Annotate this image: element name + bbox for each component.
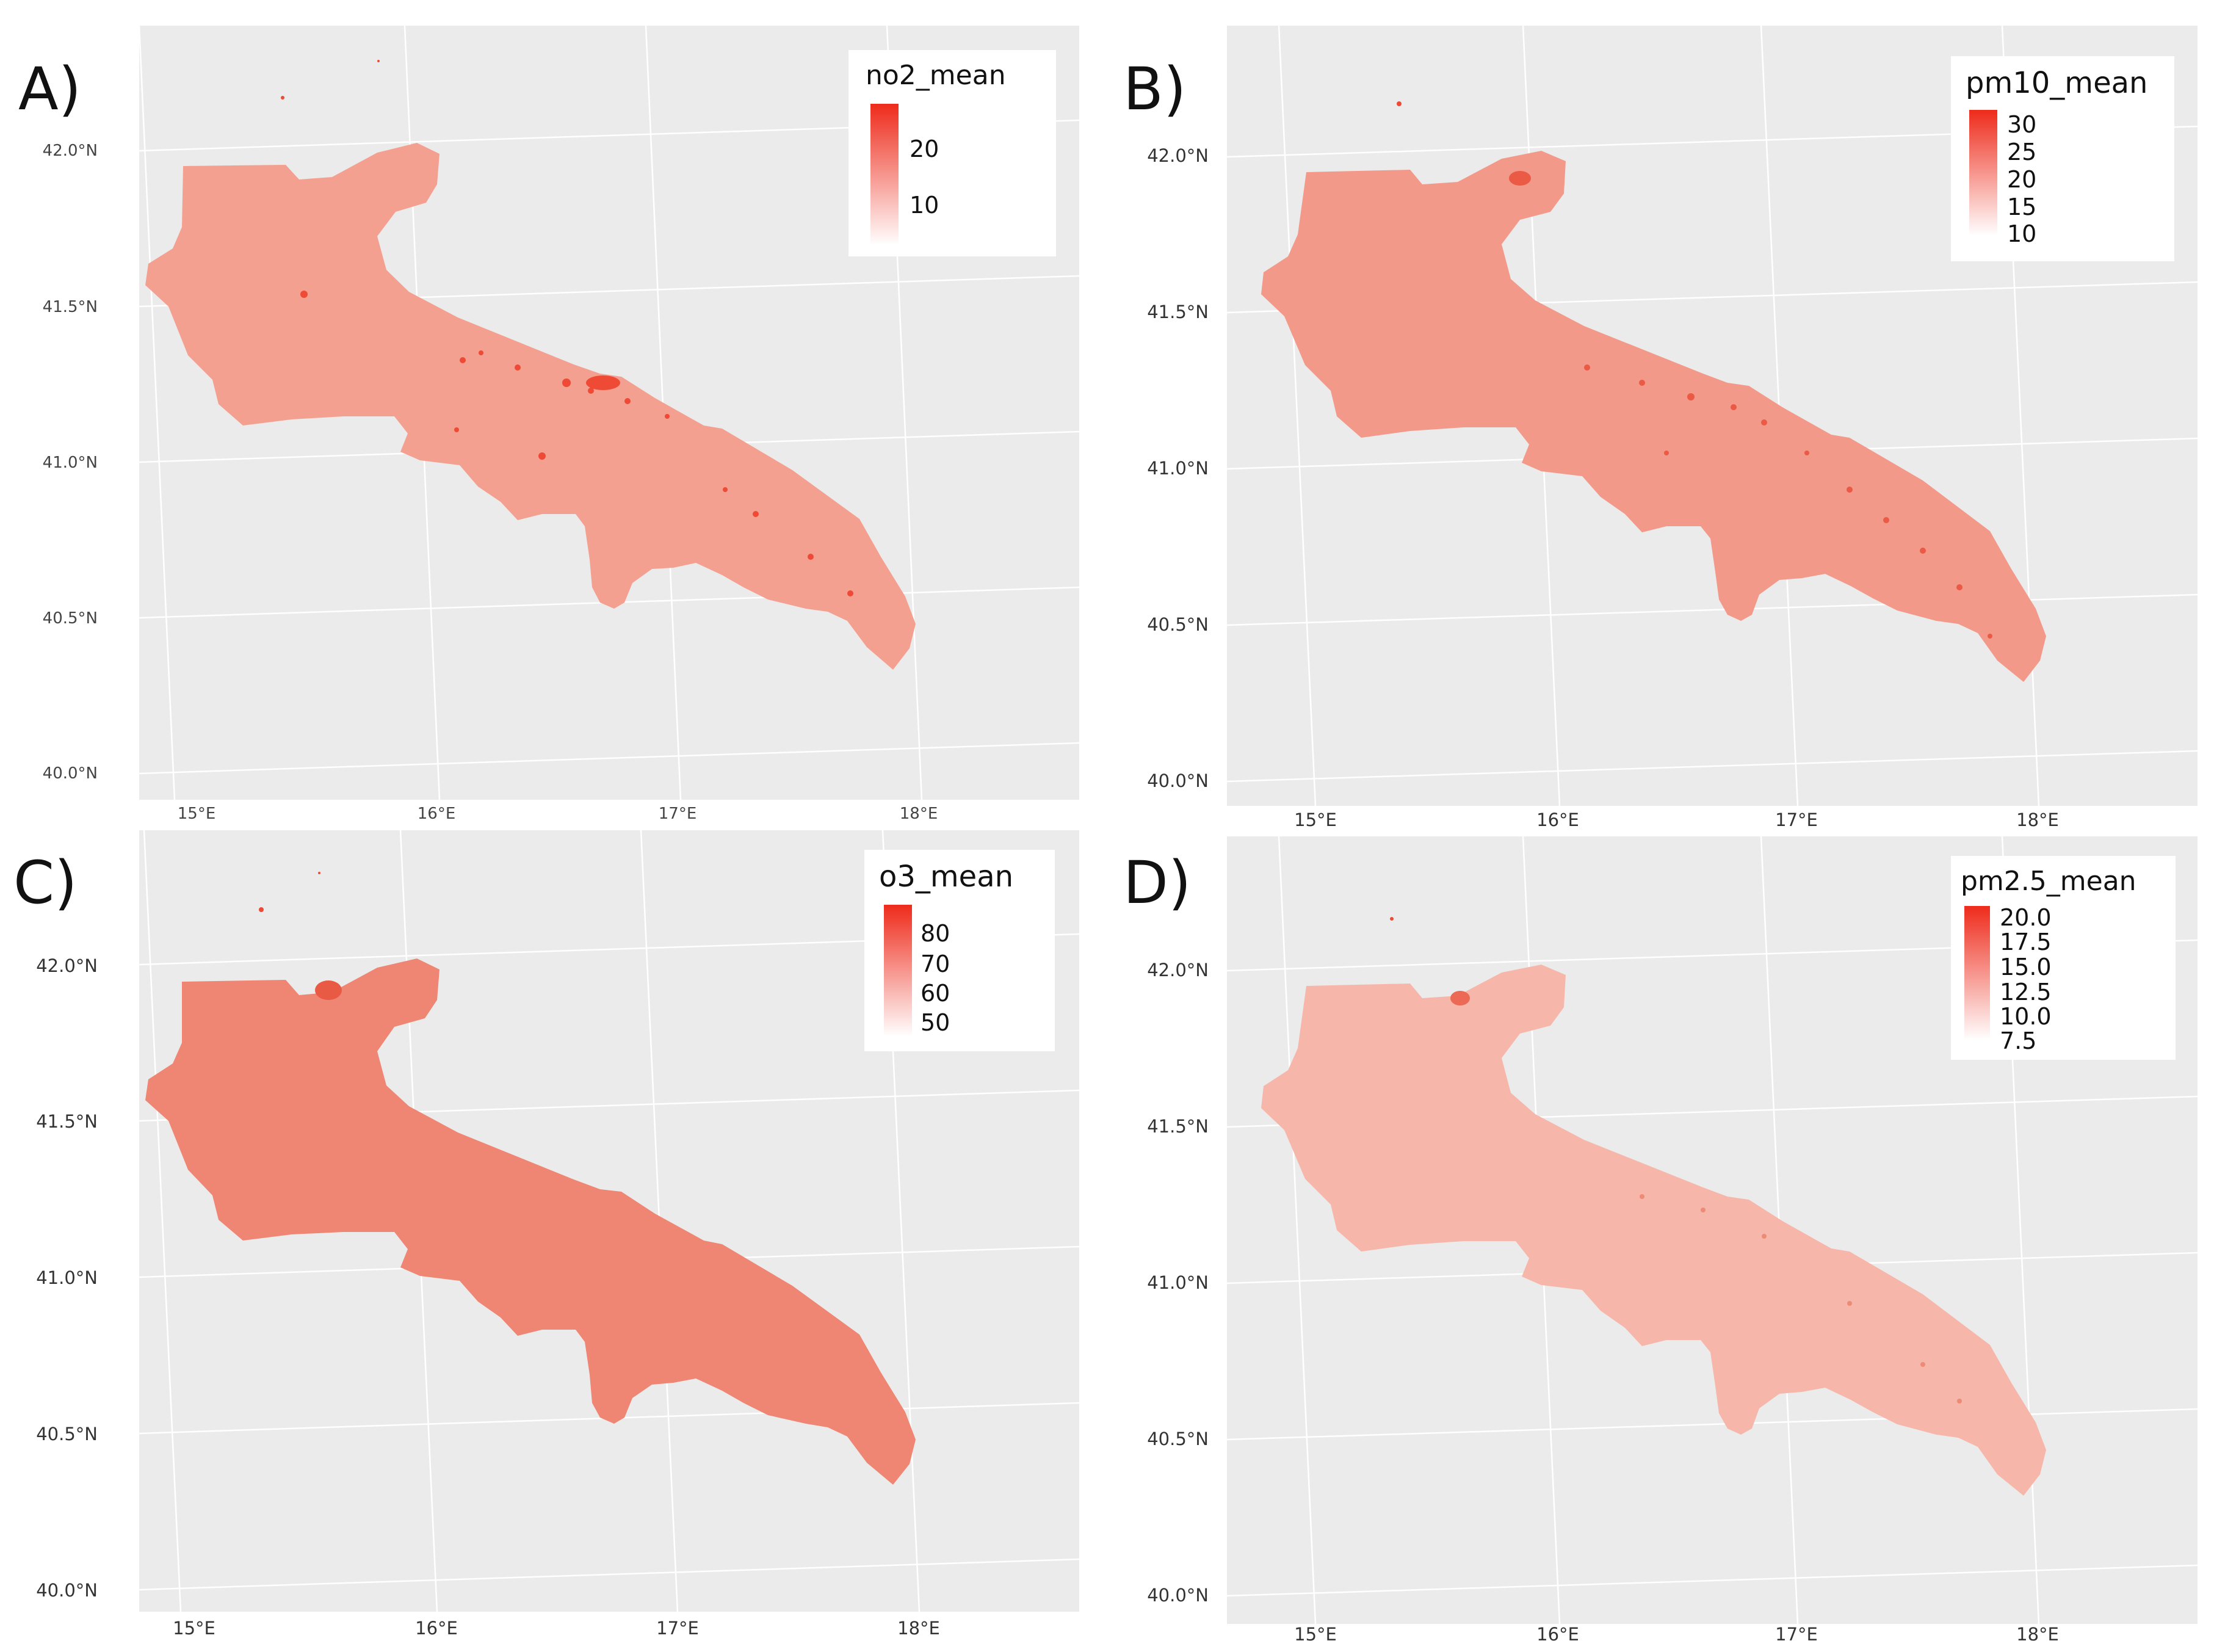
legend-tick: 20.0 (2000, 904, 2052, 931)
panel-b: B) 42.0°N 41 (1105, 0, 2214, 830)
legend-title: o3_mean (879, 860, 1014, 894)
lat-label: 40.0°N (36, 1580, 98, 1601)
panel-letter: D) (1123, 849, 1192, 917)
lat-label: 41.0°N (1147, 1272, 1209, 1293)
panel-d: D) 42.0°N 41.5°N 41.0°N 40.5 (1105, 824, 2214, 1652)
hotspot (1450, 991, 1470, 1005)
lat-label: 40.5°N (42, 609, 98, 628)
region-shape (145, 958, 916, 1485)
legend-tick: 15 (2007, 194, 2037, 220)
lat-label: 42.0°N (1147, 145, 1209, 166)
hotspots (1509, 171, 1992, 639)
panel-letter: C) (13, 849, 78, 917)
map-plot (1227, 836, 2198, 1624)
panel-c: C) 42.0°N 41.5°N 41.0°N 40.5°N 40.0°N 15… (0, 824, 1099, 1652)
hotspot (315, 980, 342, 1000)
legend-tick: 50 (921, 1009, 950, 1036)
lon-label: 17°E (656, 1618, 699, 1639)
legend: o3_mean 80 70 60 50 (864, 850, 1055, 1051)
lon-label: 16°E (417, 805, 456, 823)
legend-tick: 10 (2007, 220, 2037, 247)
lat-label: 41.0°N (1147, 458, 1209, 479)
legend-colorbar (1969, 110, 1997, 236)
lon-label: 17°E (1775, 810, 1818, 830)
lat-label: 41.5°N (1147, 1116, 1209, 1137)
lon-label: 15°E (1294, 1624, 1337, 1645)
legend-tick: 15.0 (2000, 954, 2052, 980)
region-shape (1261, 965, 2046, 1496)
lat-label: 41.0°N (42, 454, 98, 472)
lat-label: 40.0°N (42, 764, 98, 783)
region-shape (1261, 151, 2046, 682)
lat-label: 42.0°N (36, 955, 98, 976)
lat-label: 42.0°N (42, 142, 98, 160)
lat-label: 40.0°N (1147, 770, 1209, 791)
region-shape (145, 143, 916, 670)
legend-colorbar (884, 905, 912, 1037)
legend-title: no2_mean (866, 60, 1006, 91)
legend-colorbar (1964, 906, 1990, 1040)
legend-tick: 10.0 (2000, 1003, 2052, 1030)
legend-title: pm10_mean (1966, 66, 2148, 100)
hotspots (300, 291, 853, 596)
hotspots (1640, 1194, 1962, 1404)
lon-label: 18°E (2016, 1624, 2059, 1645)
panel-letter: A) (18, 55, 82, 123)
legend: pm2.5_mean 20.0 17.5 15.0 12.5 10.0 7.5 (1951, 856, 2176, 1060)
lon-label: 16°E (1536, 1624, 1579, 1645)
legend-tick: 80 (921, 920, 950, 947)
legend-tick: 17.5 (2000, 929, 2052, 955)
legend-title: pm2.5_mean (1961, 866, 2136, 897)
lon-label: 17°E (658, 805, 697, 823)
lat-label: 41.5°N (36, 1111, 98, 1132)
legend-tick: 30 (2007, 111, 2037, 138)
lon-label: 18°E (899, 805, 938, 823)
panel-a: A) 42.0 (0, 0, 1099, 824)
lon-label: 18°E (897, 1618, 940, 1639)
map-svg (139, 26, 1079, 800)
lat-label: 40.0°N (1147, 1585, 1209, 1606)
lon-label: 16°E (415, 1618, 458, 1639)
legend-tick: 25 (2007, 139, 2037, 165)
legend: no2_mean 20 10 (848, 50, 1056, 256)
legend-tick: 10 (910, 192, 939, 219)
lat-label: 42.0°N (1147, 960, 1209, 980)
lat-label: 40.5°N (1147, 1429, 1209, 1449)
lon-label: 17°E (1775, 1624, 1818, 1645)
lon-label: 15°E (173, 1618, 215, 1639)
lon-label: 16°E (1536, 810, 1579, 830)
lat-label: 40.5°N (1147, 614, 1209, 635)
lat-label: 41.5°N (42, 298, 98, 316)
legend: pm10_mean 30 25 20 15 10 (1951, 56, 2174, 261)
legend-tick: 20 (910, 136, 939, 162)
legend-tick: 20 (2007, 166, 2037, 193)
legend-colorbar (870, 104, 899, 245)
map-svg (1227, 26, 2198, 806)
panel-letter: B) (1123, 55, 1187, 123)
legend-tick: 12.5 (2000, 979, 2052, 1005)
lon-label: 15°E (177, 805, 216, 823)
lat-label: 41.0°N (36, 1267, 98, 1288)
legend-tick: 70 (921, 951, 950, 977)
lon-label: 15°E (1294, 810, 1337, 830)
lat-label: 40.5°N (36, 1424, 98, 1444)
legend-tick: 60 (921, 980, 950, 1007)
legend-tick: 7.5 (2000, 1027, 2037, 1054)
lon-label: 18°E (2016, 810, 2059, 830)
lat-label: 41.5°N (1147, 302, 1209, 322)
